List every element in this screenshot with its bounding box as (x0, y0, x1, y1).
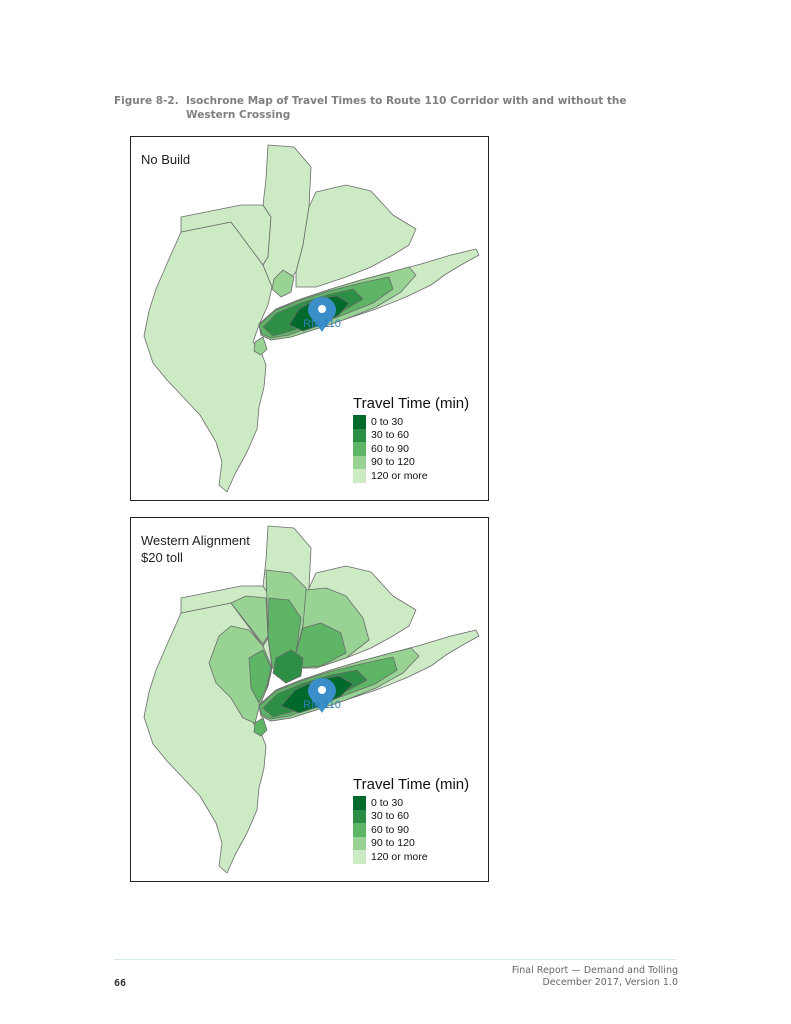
region-staten-island (253, 717, 268, 737)
legend-title: Travel Time (min) (353, 776, 470, 793)
legend-item: 90 to 120 (353, 455, 483, 469)
legend-title: Travel Time (min) (353, 395, 470, 412)
region-staten-island (253, 336, 268, 356)
panel-label-line: $20 toll (141, 550, 183, 565)
legend-item: 30 to 60 (353, 809, 483, 823)
report-title: Final Report — Demand and Tolling (511, 965, 678, 976)
panel-label-line: Western Alignment (141, 533, 250, 548)
marker-label: Rte 110 (303, 318, 341, 330)
isochrone-map-no-build: Rte 110 (143, 144, 480, 493)
legend-swatch (353, 796, 366, 810)
panel-label-line: No Build (141, 152, 191, 167)
marker-label: Rte 110 (303, 699, 341, 711)
legend-item: 0 to 30 (353, 796, 483, 810)
region-new-jersey (143, 221, 273, 493)
legend-label: 120 or more (371, 469, 428, 482)
page-number: 66 (114, 978, 127, 989)
footer-divider (114, 959, 676, 960)
legend-label: 120 or more (371, 850, 428, 863)
legend: Travel Time (min) 0 to 30 30 to 60 60 to… (353, 395, 483, 483)
legend: Travel Time (min) 0 to 30 30 to 60 60 to… (353, 776, 483, 864)
legend-item: 30 to 60 (353, 428, 483, 442)
legend-swatch (353, 442, 366, 456)
legend-label: 0 to 30 (371, 796, 404, 809)
legend-label: 90 to 120 (371, 837, 415, 850)
legend-item: 60 to 90 (353, 823, 483, 837)
map-pin-icon (308, 297, 336, 332)
legend-label: 60 to 90 (371, 823, 409, 836)
legend-label: 30 to 60 (371, 429, 409, 442)
legend-item: 60 to 90 (353, 442, 483, 456)
legend-item: 120 or more (353, 469, 483, 483)
map-pin-icon (308, 678, 336, 713)
legend-label: 90 to 120 (371, 456, 415, 469)
region-westchester (271, 269, 295, 298)
isochrone-map-western-alignment: Rte 110 (143, 525, 480, 874)
legend-swatch (353, 850, 366, 864)
legend-label: 0 to 30 (371, 415, 404, 428)
legend-swatch (353, 455, 366, 469)
figure-number: Figure 8-2. (114, 95, 179, 107)
legend-swatch (353, 823, 366, 837)
legend-item: 90 to 120 (353, 836, 483, 850)
legend-swatch (353, 469, 366, 483)
zone-90-120 (208, 625, 273, 724)
figure-title: Isochrone Map of Travel Times to Route 1… (186, 95, 627, 121)
zone-60-90 (248, 649, 272, 704)
legend-item: 0 to 30 (353, 415, 483, 429)
legend-label: 60 to 90 (371, 442, 409, 455)
panel-label: Western Alignment $20 toll (141, 532, 250, 566)
legend-swatch (353, 415, 366, 429)
region-connecticut (295, 184, 417, 288)
panel-label: No Build (141, 151, 190, 168)
legend-swatch (353, 809, 366, 823)
report-date: December 2017, Version 1.0 (542, 977, 678, 988)
legend-swatch (353, 836, 366, 850)
map-panel-no-build: Rte 110 No Build Travel Time (min) 0 to … (130, 136, 489, 501)
footer-report-info: Final Report — Demand and Tolling Decemb… (512, 965, 678, 989)
legend-label: 30 to 60 (371, 810, 409, 823)
map-panel-western-alignment: Rte 110 Western Alignment $20 toll Trave… (130, 517, 489, 882)
zone-30-60 (272, 649, 304, 684)
legend-item: 120 or more (353, 850, 483, 864)
legend-swatch (353, 428, 366, 442)
